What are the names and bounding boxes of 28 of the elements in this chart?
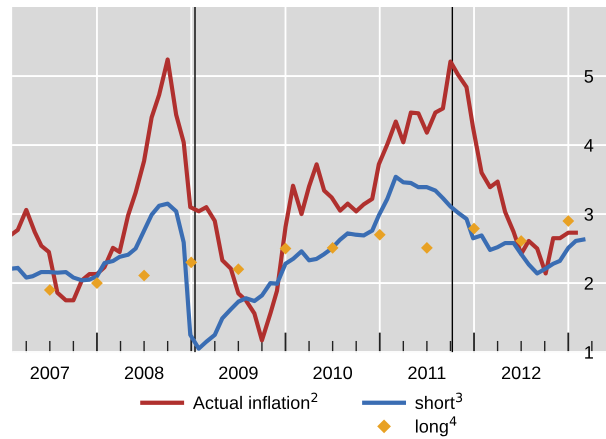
legend-label: short$^{3}$ [415,392,462,410]
point [91,277,103,289]
legend-label: Actual inflation$^{2}$ [192,392,318,410]
point [421,242,433,254]
x-tick-label: 2010 [313,366,352,380]
point [138,270,150,282]
y-tick-label: 5 [584,70,594,83]
point [515,235,528,247]
line-series [12,57,578,342]
point [44,284,56,296]
y-tick-label: 2 [584,277,593,290]
x-tick-label: 2011 [408,366,446,380]
x-tick-label: 2007 [30,366,70,380]
point [374,228,386,241]
legend-label: long$^{4}$ [416,416,456,436]
point [468,222,480,234]
point [185,256,198,268]
y-tick-label: 4 [584,139,594,152]
line-series [12,174,586,351]
x-tick-label: 2012 [502,366,540,380]
y-tick-label: 3 [584,208,594,221]
point [326,242,339,254]
point [562,215,574,227]
point [280,242,292,254]
point [232,263,244,276]
x-tick-label: 2008 [124,366,164,380]
x-tick-label: 2009 [219,366,258,380]
y-tick-label: 1 [585,346,593,359]
